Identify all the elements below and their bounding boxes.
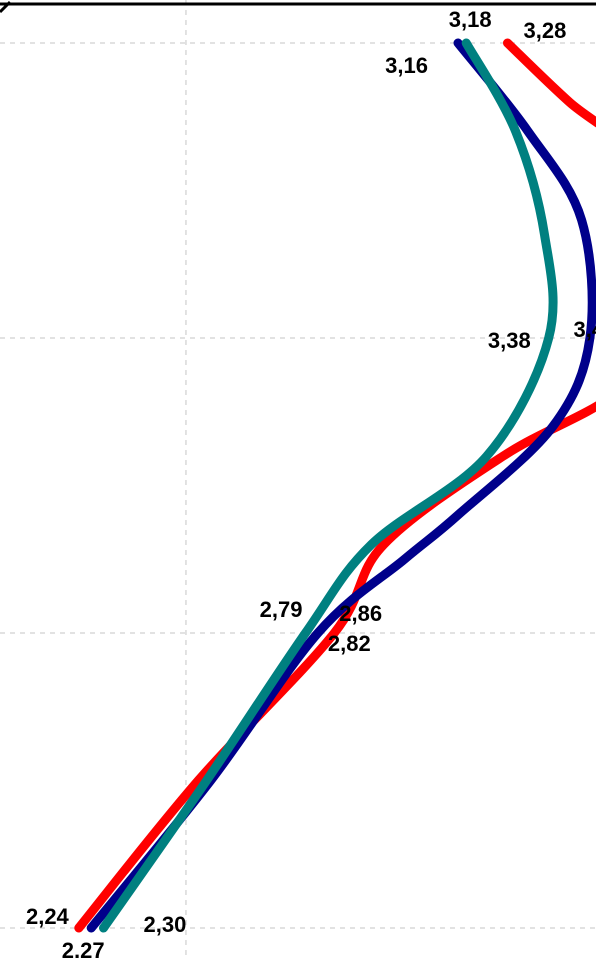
series-line-2 [86,38,596,933]
data-label-s3-level-3: 3,38 [488,328,531,353]
series-line-3 [99,38,558,933]
data-label-s3-level-2: 2,79 [260,597,303,622]
data-label-s2-level-3: 3,48 [573,317,596,342]
data-label-s2-level-1: 2,27 [62,938,105,958]
data-label-s3-level-4: 3,18 [449,7,492,32]
chart-frame [0,0,596,14]
data-label-s1-level-1: 2,24 [26,904,70,929]
series-line-1 [74,38,596,933]
frame-corner-stroke [0,0,12,14]
data-label-s1-level-4: 3,28 [524,18,567,43]
data-labels: 3,283,652,862,243,163,482,822,273,183,38… [26,7,596,958]
series-lines [74,38,596,933]
data-label-s3-level-1: 2,30 [144,912,187,937]
data-label-s2-level-2: 2,82 [328,631,371,656]
data-label-s2-level-4: 3,16 [385,53,428,78]
data-label-s1-level-2: 2,86 [339,601,382,626]
